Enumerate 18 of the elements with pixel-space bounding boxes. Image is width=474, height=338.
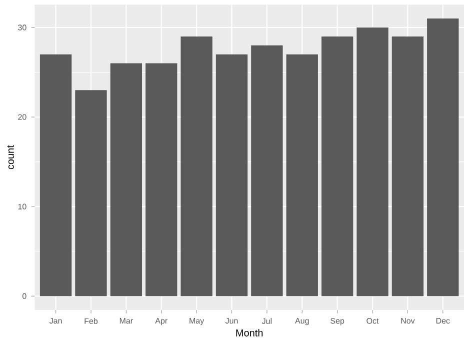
y-tick-label: 30 — [18, 24, 26, 30]
x-tick-label: Sep — [330, 318, 344, 326]
x-axis-title: Month — [236, 329, 263, 336]
x-tick-label: Mar — [120, 318, 133, 324]
x-tick-label: May — [190, 318, 204, 326]
x-tick-label: Jun — [225, 318, 238, 324]
x-tick-label: Oct — [366, 318, 379, 324]
y-axis-title: count — [7, 145, 14, 170]
x-tick-label: Aug — [295, 318, 309, 326]
x-tick-label: Dec — [436, 318, 450, 324]
x-tick-label: Apr — [155, 318, 168, 326]
x-tick-label: Nov — [401, 318, 415, 324]
y-tick-label: 10 — [18, 204, 26, 210]
x-tick-label: Jul — [262, 318, 272, 324]
y-tick-label: 20 — [18, 114, 26, 120]
x-tick-label: Feb — [84, 318, 98, 324]
y-tick-label: 0 — [22, 293, 26, 299]
x-tick-label: Jan — [49, 318, 62, 324]
